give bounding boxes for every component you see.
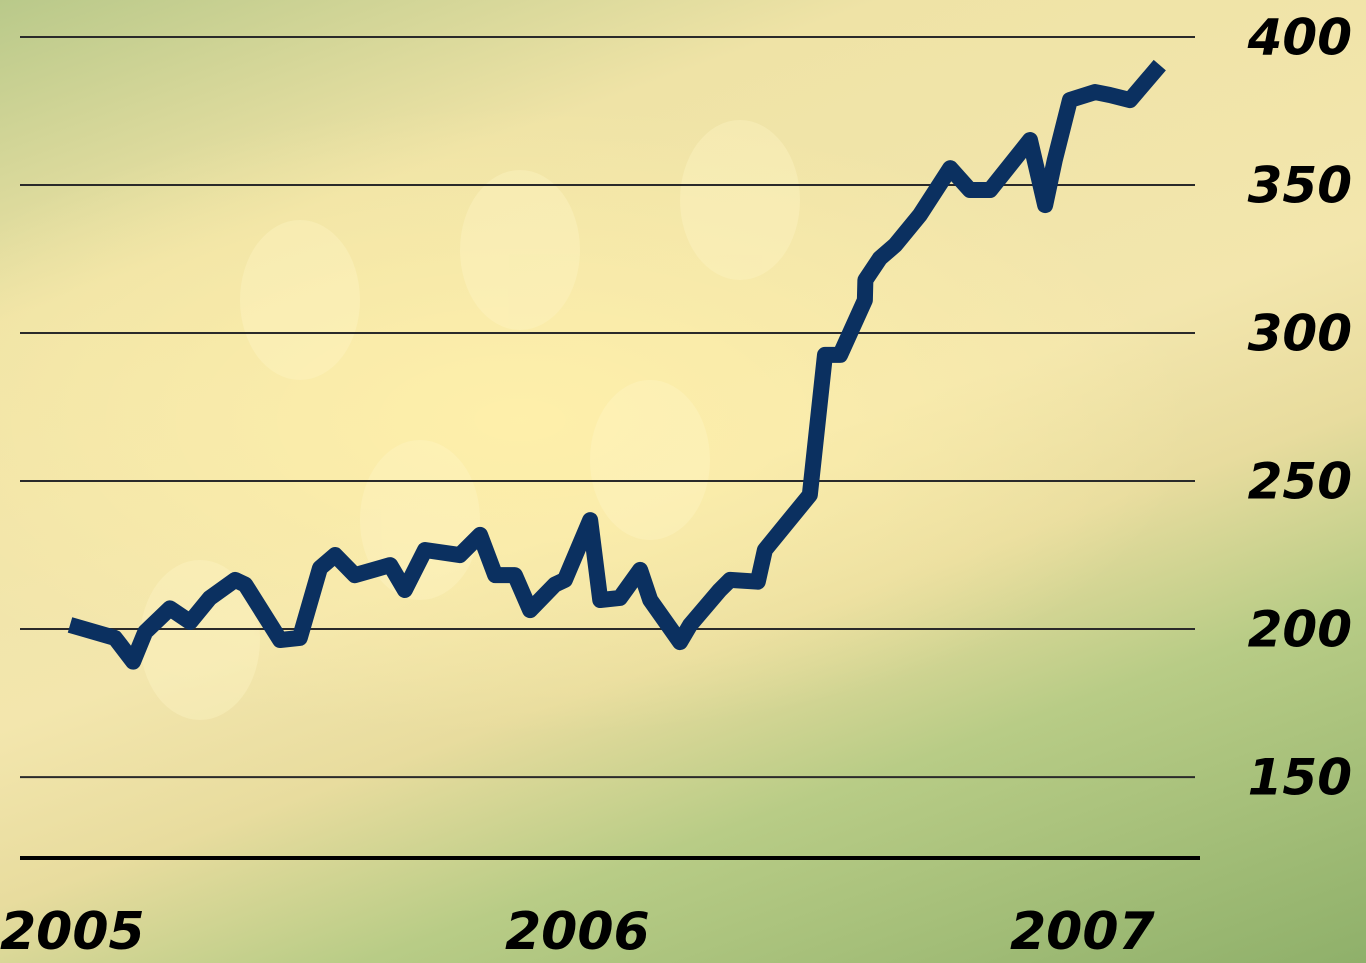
y-tick-label: 300	[1248, 305, 1352, 363]
y-tick-label: 150	[1248, 749, 1352, 807]
y-tick-label: 400	[1247, 9, 1352, 67]
y-tick-label: 200	[1248, 601, 1352, 659]
y-tick-label: 250	[1248, 453, 1352, 511]
y-tick-label: 350	[1248, 157, 1352, 215]
x-tick-label: 2007	[1010, 902, 1156, 962]
x-tick-label: 2005	[0, 902, 145, 962]
x-tick-label: 2006	[505, 902, 650, 962]
data-line	[67, 59, 1166, 670]
